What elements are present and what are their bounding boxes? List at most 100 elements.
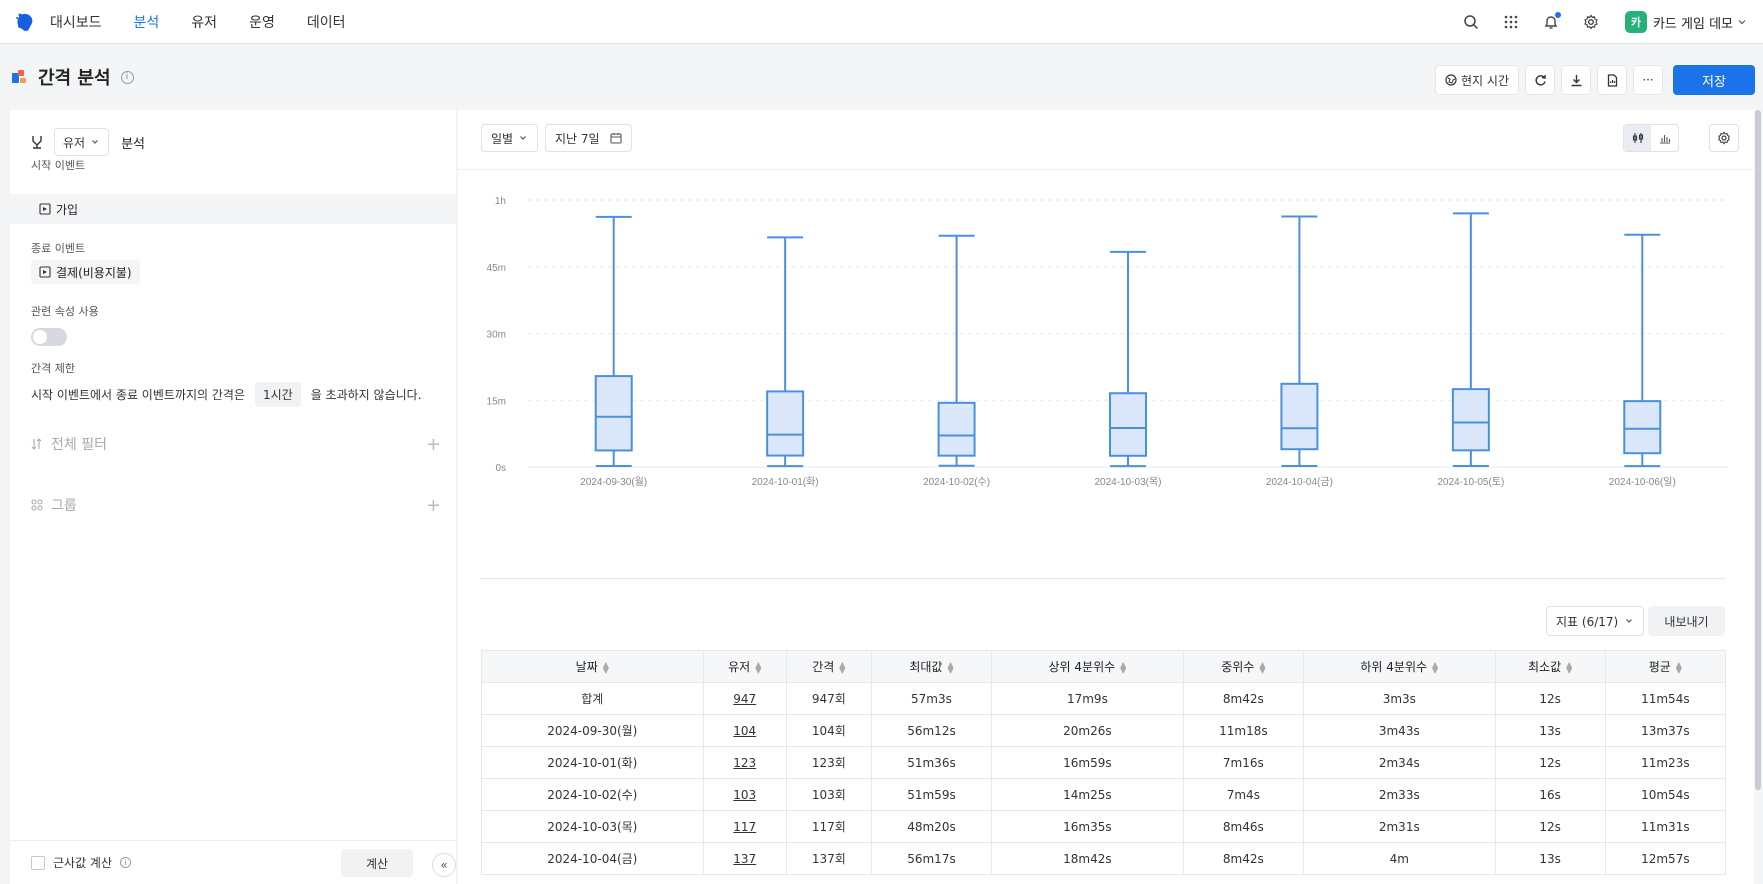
refresh-button[interactable]: [1525, 65, 1555, 95]
table-cell: 7m4s: [1182, 778, 1305, 811]
table-cell: 947회: [785, 682, 872, 715]
box-iqr: [1451, 388, 1490, 452]
analysis-label: 분석: [121, 136, 146, 152]
sort-icon[interactable]: ▲ ▼: [1259, 659, 1266, 675]
column-header-label: 날짜: [575, 660, 598, 674]
table-cell: 2m33s: [1303, 778, 1496, 811]
target-select[interactable]: 유저: [54, 128, 110, 156]
table-cell: 합계: [481, 682, 704, 715]
date-range-picker[interactable]: 지난 7일: [545, 124, 632, 152]
column-header[interactable]: 간격 ▲ ▼: [785, 650, 872, 683]
table-cell: 11m54s: [1604, 682, 1727, 715]
sort-icon[interactable]: ▲ ▼: [1120, 659, 1127, 675]
column-header[interactable]: 최소값 ▲ ▼: [1494, 650, 1606, 683]
table-cell: 17m9s: [991, 682, 1184, 715]
approx-info-icon[interactable]: i: [120, 857, 132, 868]
box-iqr: [1623, 400, 1662, 455]
sort-icon[interactable]: ▲ ▼: [947, 659, 954, 675]
y-tick-label: 30m: [487, 330, 506, 341]
column-header[interactable]: 중위수 ▲ ▼: [1182, 650, 1305, 683]
user-count-link[interactable]: 117: [733, 819, 757, 834]
chart-settings-icon[interactable]: [1709, 124, 1739, 152]
table-cell: 11m23s: [1604, 746, 1727, 779]
search-icon[interactable]: [1453, 4, 1489, 40]
limit-value-chip[interactable]: 1시간: [254, 382, 301, 407]
approx-checkbox[interactable]: [31, 855, 45, 870]
metric-select-value: 지표 (6/17): [1556, 614, 1619, 629]
table-cell: 2024-09-30(월): [481, 714, 704, 747]
sort-icon[interactable]: ▲ ▼: [755, 659, 762, 675]
metric-select[interactable]: 지표 (6/17): [1546, 606, 1645, 636]
granularity-value: 일별: [491, 131, 514, 146]
report-button[interactable]: [1597, 65, 1627, 95]
sort-icon[interactable]: ▲ ▼: [839, 659, 846, 675]
sort-icon[interactable]: ▲ ▼: [1675, 659, 1682, 675]
user-count-link[interactable]: 103: [733, 787, 757, 802]
query-settings-panel: 유저 분석 시작 이벤트 가입 종료 이벤트 결제(비용지불) 관련 속성 사용…: [10, 110, 456, 884]
workspace-switcher[interactable]: 카 카드 게임 데모: [1624, 11, 1747, 33]
collapse-panel-button[interactable]: «: [432, 853, 456, 877]
group-section[interactable]: 그룹 +: [31, 494, 441, 516]
date-range-value: 지난 7일: [555, 131, 600, 146]
download-button[interactable]: [1561, 65, 1591, 95]
table-cell: 137회: [785, 842, 872, 875]
more-button[interactable]: ···: [1633, 65, 1663, 95]
box-iqr: [1109, 392, 1147, 457]
brand-logo[interactable]: [0, 0, 50, 44]
column-header[interactable]: 날짜 ▲ ▼: [481, 650, 704, 683]
header-actions: 현지 시간 ··· 저장: [1429, 65, 1755, 95]
notification-bell-icon[interactable]: [1533, 4, 1569, 40]
add-group-icon[interactable]: +: [425, 494, 441, 516]
global-filter-section[interactable]: 전체 필터 +: [31, 433, 441, 455]
export-button[interactable]: 내보내기: [1648, 606, 1725, 636]
table-row: 2024-09-30(월) 104 104회 56m12s 20m26s 11m18s 3m…: [481, 714, 1727, 747]
info-icon[interactable]: i: [120, 70, 134, 84]
local-time-button[interactable]: 현지 시간: [1435, 65, 1519, 95]
table-cell: 56m12s: [870, 714, 993, 747]
column-header-label: 유저: [728, 660, 751, 674]
user-count-link[interactable]: 123: [733, 755, 757, 770]
table-cell: 104회: [785, 714, 872, 747]
column-header[interactable]: 하위 4분위수 ▲ ▼: [1303, 650, 1496, 683]
table-cell: 2024-10-01(화): [481, 746, 704, 779]
column-header[interactable]: 최대값 ▲ ▼: [870, 650, 993, 683]
page-scrollbar[interactable]: [1755, 110, 1761, 790]
use-property-toggle[interactable]: [31, 328, 67, 346]
end-event-chip[interactable]: 결제(비용지불): [31, 260, 140, 284]
sort-icon[interactable]: ▲ ▼: [1566, 659, 1573, 675]
end-event-label: 종료 이벤트: [31, 242, 86, 255]
nav-item-users[interactable]: 유저: [191, 14, 218, 31]
boxplot-svg: 0s 15m 30m 45m 1h 2024-09-30(월) 2024-10-01(화) 2…: [487, 196, 1728, 488]
granularity-select[interactable]: 일별: [481, 124, 539, 152]
table-cell: 10m54s: [1604, 778, 1727, 811]
table-cell: 117: [702, 810, 787, 843]
table-cell: 4m: [1303, 842, 1496, 875]
nav-item-data[interactable]: 데이터: [306, 14, 346, 31]
top-nav-bar: 대시보드 분석 유저 운영 데이터 카 카드 게임 데모: [0, 0, 1763, 44]
sort-icon[interactable]: ▲ ▼: [1432, 659, 1439, 675]
boxplot-view-icon[interactable]: [1624, 125, 1651, 151]
nav-item-operations[interactable]: 운영: [249, 14, 275, 31]
bar-view-icon[interactable]: [1651, 125, 1678, 151]
notification-dot: [1554, 12, 1561, 18]
save-button[interactable]: 저장: [1673, 65, 1755, 95]
column-header[interactable]: 유저 ▲ ▼: [702, 650, 787, 683]
settings-gear-icon[interactable]: [1573, 4, 1609, 40]
apps-grid-icon[interactable]: [1493, 4, 1529, 40]
add-filter-icon[interactable]: +: [425, 433, 441, 455]
interval-limit-label: 간격 제한: [31, 362, 75, 375]
table-cell: 56m17s: [870, 842, 993, 875]
user-count-link[interactable]: 947: [733, 691, 757, 706]
column-header[interactable]: 평균 ▲ ▼: [1604, 650, 1727, 683]
user-count-link[interactable]: 104: [733, 723, 757, 738]
sort-icon[interactable]: ▲ ▼: [602, 659, 609, 675]
chevron-down-icon: [1626, 619, 1633, 623]
boxplot-chart: 0s 15m 30m 45m 1h 2024-09-30(월) 2024-10-01(화) 2…: [458, 170, 1754, 580]
column-header[interactable]: 상위 4분위수 ▲ ▼: [991, 650, 1184, 683]
chart-divider: [480, 578, 1726, 579]
nav-item-dashboard[interactable]: 대시보드: [50, 14, 102, 31]
nav-item-analysis[interactable]: 분석: [133, 14, 160, 31]
start-event-chip[interactable]: 가입: [31, 197, 87, 221]
user-count-link[interactable]: 137: [733, 851, 757, 866]
calculate-button[interactable]: 계산: [341, 849, 413, 877]
